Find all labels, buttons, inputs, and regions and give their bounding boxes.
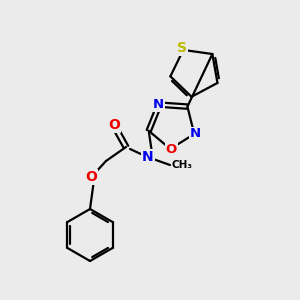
- Text: N: N: [142, 150, 154, 164]
- Text: O: O: [108, 118, 120, 132]
- Text: S: S: [177, 41, 187, 55]
- Text: CH₃: CH₃: [172, 160, 193, 170]
- Text: N: N: [190, 128, 201, 140]
- Text: O: O: [85, 170, 97, 184]
- Text: O: O: [166, 143, 177, 156]
- Text: N: N: [153, 98, 164, 111]
